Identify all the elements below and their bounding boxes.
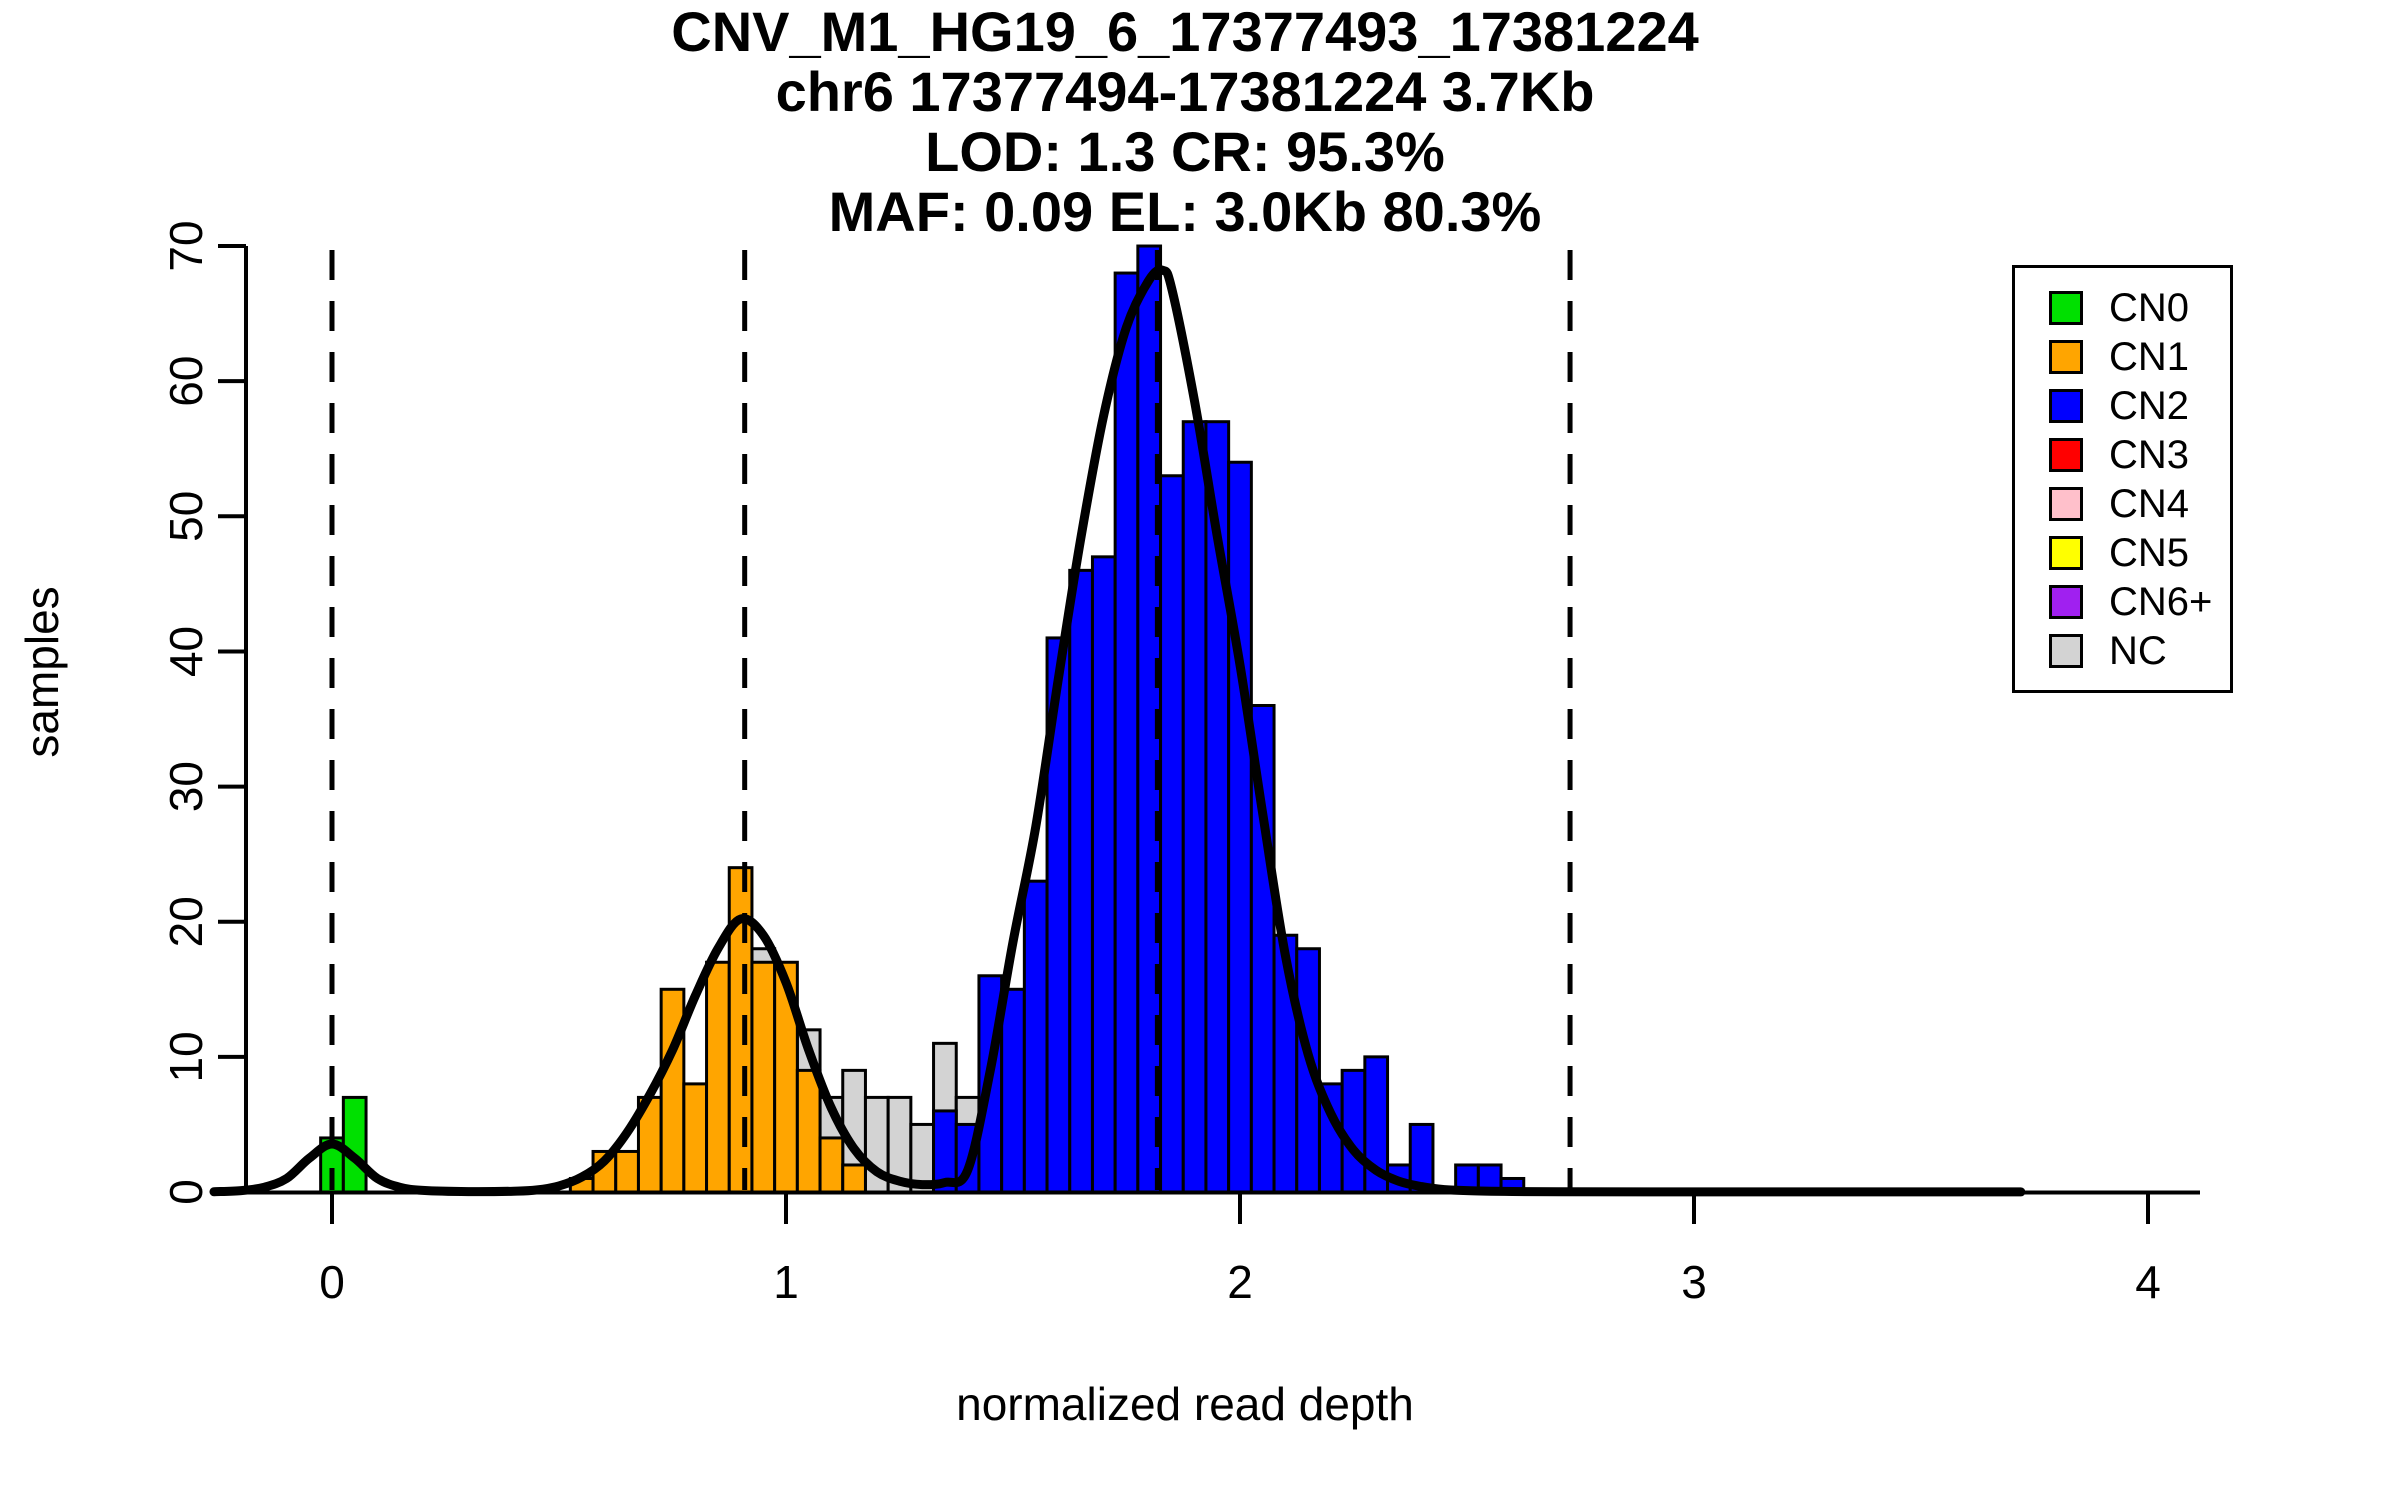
y-tick-label: 60	[160, 356, 212, 407]
density-curve	[209, 265, 2026, 1197]
legend-item-label: CN5	[2109, 530, 2190, 575]
plot-title-line-3: LOD: 1.3 CR: 95.3%	[925, 120, 1445, 183]
histogram-bar-cn1	[750, 960, 777, 1194]
histogram-bar-cn2	[1181, 420, 1208, 1194]
histogram-bar-cn2	[1068, 568, 1094, 1194]
legend-item-label: CN3	[2109, 432, 2190, 477]
legend-swatch-cn5	[2049, 535, 2083, 570]
legend-item-label: CN6+	[2109, 579, 2213, 624]
legend-swatch-cn4	[2049, 486, 2083, 521]
x-tick-label: 1	[773, 1256, 799, 1308]
y-tick-label: 0	[160, 1179, 212, 1205]
legend-item: NC	[2049, 626, 2230, 675]
plot-title-block: CNV_M1_HG19_6_17377493_17381224 chr6 173…	[671, 2, 1699, 242]
legend-swatch-cn0	[2049, 290, 2083, 325]
histogram-bar-cn2	[1159, 474, 1185, 1194]
legend-item-label: CN2	[2109, 383, 2190, 428]
y-tick-label: 20	[160, 896, 212, 947]
plot-title-line-2: chr6 17377494-17381224 3.7Kb	[775, 60, 1595, 123]
y-axis-title: samples	[16, 586, 68, 757]
legend-item-label: NC	[2109, 628, 2167, 673]
plot-title-line-1: CNV_M1_HG19_6_17377493_17381224	[671, 0, 1699, 63]
legend-swatch-cn6plus	[2049, 584, 2083, 619]
legend-item: CN5	[2049, 528, 2230, 577]
histogram-bar-cn1	[705, 960, 731, 1194]
legend-swatch-cn3	[2049, 437, 2083, 472]
x-tick-label: 4	[2135, 1256, 2161, 1308]
y-tick-label: 30	[160, 761, 212, 812]
histogram-bar-cn2	[1295, 947, 1321, 1194]
legend-item-label: CN4	[2109, 481, 2190, 526]
legend-swatch-nc	[2049, 633, 2083, 668]
y-tick-label: 50	[160, 491, 212, 542]
y-tick-label: 10	[160, 1031, 212, 1082]
legend-item-label: CN0	[2109, 285, 2190, 330]
plot-title-line-4: MAF: 0.09 EL: 3.0Kb 80.3%	[828, 180, 1542, 243]
histogram-bar-cn1	[841, 1163, 867, 1194]
histogram-bar-cn1	[795, 1068, 822, 1194]
x-axis-title: normalized read depth	[956, 1378, 1414, 1430]
histogram-bar-cn1	[614, 1149, 640, 1194]
y-tick-label: 70	[160, 220, 212, 271]
legend-item: CN6+	[2049, 577, 2230, 626]
histogram-bar-cn1	[682, 1082, 709, 1194]
legend-box: CN0 CN1 CN2 CN3 CN4 CN5 CN6+ NC	[2012, 265, 2233, 693]
histogram-bar-cn2	[1408, 1122, 1435, 1194]
histogram-bar-cn0	[341, 1095, 368, 1194]
legend-swatch-cn2	[2049, 388, 2083, 423]
histogram-bar-cn2	[1113, 271, 1140, 1194]
legend-item: CN1	[2049, 332, 2230, 381]
legend-item-label: CN1	[2109, 334, 2190, 379]
histogram-bar-cn2	[1363, 1055, 1390, 1194]
histogram-bar-cn2	[1090, 555, 1117, 1194]
legend-item: CN3	[2049, 430, 2230, 479]
histogram-bar-cn2	[1227, 460, 1253, 1194]
legend-swatch-cn1	[2049, 339, 2083, 374]
histogram-bar-cn1	[818, 1136, 845, 1194]
y-tick-label: 40	[160, 626, 212, 677]
legend-item: CN0	[2049, 283, 2230, 332]
legend-item: CN4	[2049, 479, 2230, 528]
histogram-bar-cn2	[1022, 879, 1049, 1194]
x-tick-label: 3	[1681, 1256, 1707, 1308]
x-tick-label: 2	[1227, 1256, 1253, 1308]
legend-item: CN2	[2049, 381, 2230, 430]
histogram-bar-cn2	[1000, 987, 1026, 1194]
x-tick-label: 0	[319, 1256, 345, 1308]
